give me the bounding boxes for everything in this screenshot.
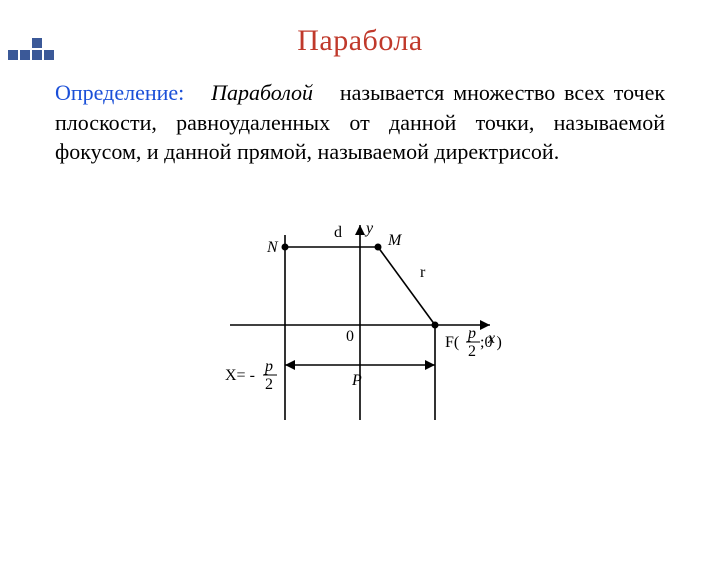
svg-text:N: N [266, 239, 279, 256]
svg-text:M: M [387, 232, 403, 249]
deco-square [20, 50, 30, 60]
svg-text:y: y [364, 220, 374, 237]
svg-text:2: 2 [468, 343, 476, 360]
diagram-container: xyNMdr0PF(p2;0 )X= -p2 [0, 185, 720, 435]
definition-paragraph: Определение: Параболой называется множес… [55, 78, 665, 167]
svg-text:2: 2 [265, 376, 273, 393]
deco-square [32, 38, 42, 48]
deco-square [32, 50, 42, 60]
svg-text:p: p [467, 325, 476, 342]
svg-text:r: r [420, 264, 426, 281]
svg-text:F(: F( [445, 334, 459, 351]
svg-text:P: P [351, 372, 362, 389]
svg-text:0: 0 [346, 328, 354, 345]
definition-term: Параболой [211, 80, 313, 105]
svg-text:X= -: X= - [225, 367, 255, 384]
definition-label: Определение: [55, 80, 184, 105]
svg-text:p: p [264, 358, 273, 375]
parabola-diagram: xyNMdr0PF(p2;0 )X= -p2 [210, 185, 510, 435]
deco-square [8, 50, 18, 60]
deco-square [44, 50, 54, 60]
svg-text:;0 ): ;0 ) [480, 334, 502, 351]
page-title: Парабола [0, 24, 720, 58]
svg-text:d: d [334, 224, 342, 241]
